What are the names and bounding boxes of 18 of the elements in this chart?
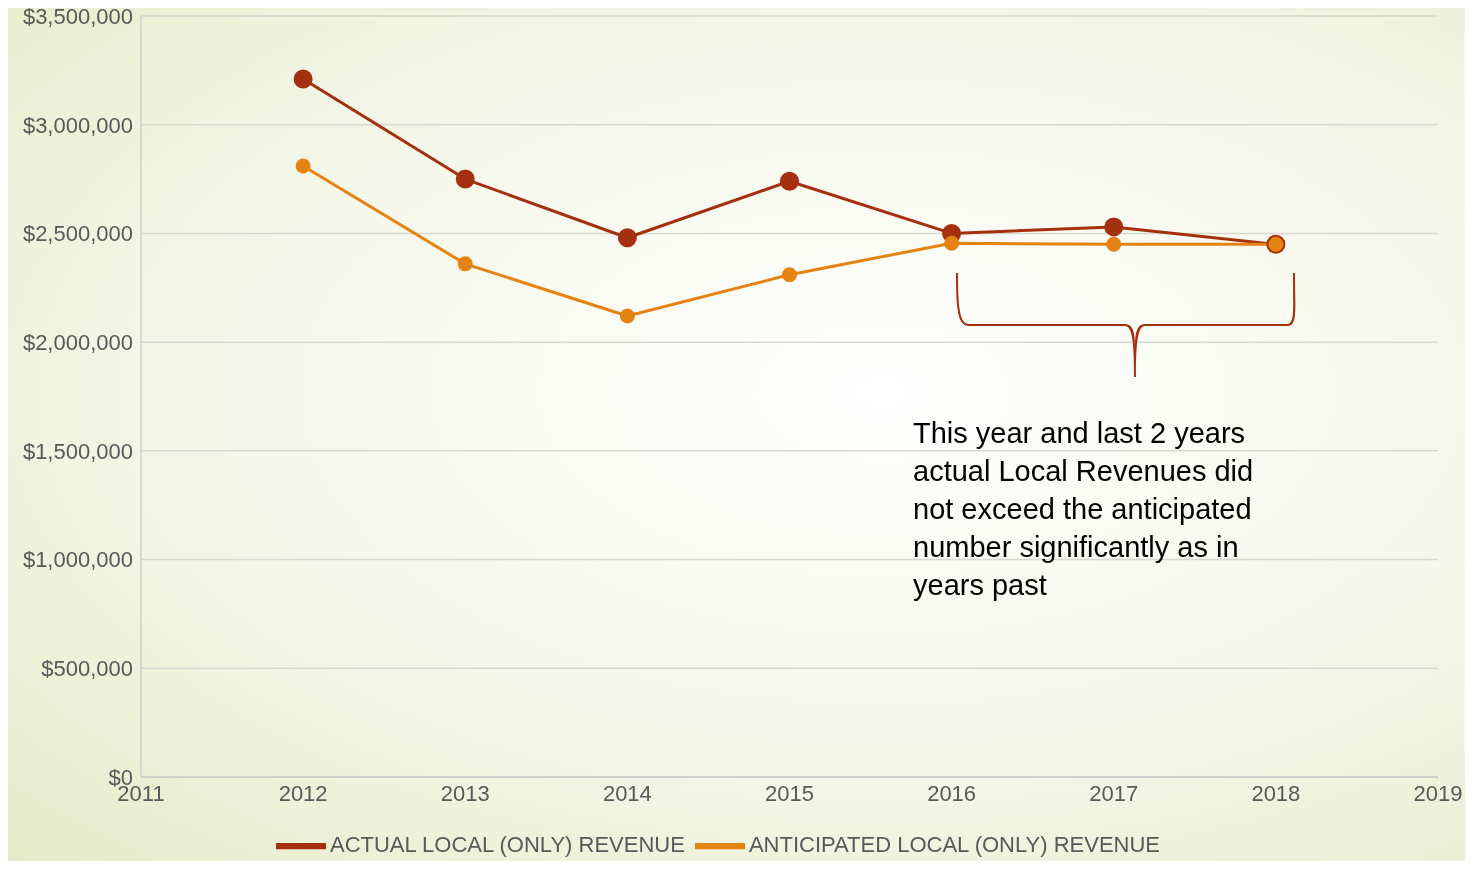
- x-tick-label: 2014: [602, 780, 652, 806]
- annotation: This year and last 2 years actual Local Revenues did not exceed the anticipated number significantly as in years past: [913, 416, 1255, 603]
- x-tick-label: 2017: [1089, 780, 1139, 806]
- legend-label: ACTUAL LOCAL (ONLY) REVENUE: [329, 831, 685, 857]
- x-tick-label: 2013: [440, 780, 490, 806]
- legend-label: ANTICIPATED LOCAL (ONLY) REVENUE: [748, 831, 1161, 857]
- x-tick-label: 2016: [927, 780, 977, 806]
- y-tick-label: $500,000: [41, 656, 133, 682]
- y-tick-label: $3,500,000: [22, 3, 133, 29]
- x-tick-label: 2015: [765, 780, 814, 806]
- x-tick-label: 2012: [278, 780, 328, 806]
- x-tick-label: 2018: [1251, 780, 1301, 806]
- x-tick-label: 2019: [1413, 780, 1463, 806]
- y-tick-label: $1,500,000: [22, 438, 133, 464]
- y-tick-label: $2,500,000: [22, 221, 133, 247]
- y-tick-label: $3,000,000: [22, 112, 133, 138]
- y-tick-label: $2,000,000: [22, 329, 133, 355]
- y-tick-label: $1,000,000: [22, 547, 133, 573]
